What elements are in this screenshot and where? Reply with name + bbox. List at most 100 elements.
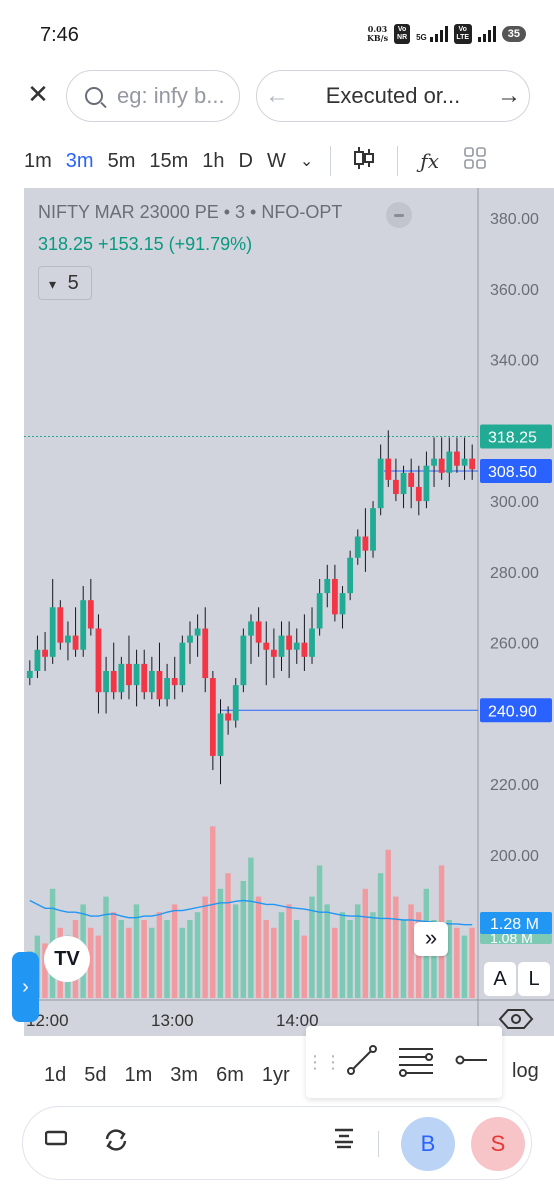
battery-icon: 35 bbox=[501, 26, 526, 42]
symbol-search[interactable] bbox=[66, 70, 240, 122]
arrow-right-icon[interactable]: → bbox=[497, 82, 521, 109]
volume-bar bbox=[271, 927, 277, 998]
drag-handle-icon[interactable]: ⋮⋮ bbox=[306, 1051, 342, 1072]
volume-ma-label-text: 1.28 M bbox=[490, 916, 539, 933]
interval-w[interactable]: W bbox=[267, 149, 286, 172]
volume-bar bbox=[454, 927, 460, 998]
volte-lte-chip-icon: Vo LTE bbox=[453, 24, 472, 44]
candle-body bbox=[438, 458, 445, 473]
close-icon[interactable]: ✕ bbox=[27, 79, 49, 109]
buy-button[interactable]: B bbox=[401, 1117, 455, 1171]
candle-body bbox=[347, 557, 354, 594]
candlestick-icon[interactable] bbox=[341, 145, 387, 177]
align-center-icon[interactable] bbox=[333, 1127, 355, 1155]
volume-bar bbox=[133, 904, 140, 998]
status-bar: 7:46 0.03 KB/s Vo NR 5G Vo LTE 35 bbox=[0, 0, 554, 70]
interval-15m[interactable]: 15m bbox=[149, 149, 189, 172]
trend-line-icon[interactable] bbox=[336, 1043, 388, 1082]
chart-area[interactable]: 380.00360.00340.00320.00300.00280.00260.… bbox=[24, 188, 554, 1036]
tradingview-logo: TV bbox=[44, 936, 90, 982]
status-time: 7:46 bbox=[40, 24, 79, 46]
candle-body bbox=[431, 458, 437, 466]
volume-bar bbox=[240, 881, 246, 998]
layout-icon[interactable] bbox=[451, 146, 499, 176]
candle-body bbox=[209, 678, 216, 756]
bottom-divider bbox=[378, 1131, 379, 1157]
candle-body bbox=[248, 621, 254, 636]
volume-bar bbox=[324, 904, 330, 998]
scroll-to-realtime-icon[interactable]: » bbox=[414, 922, 448, 956]
volume-bar bbox=[461, 935, 468, 998]
candle-body bbox=[202, 628, 209, 679]
interval-d[interactable]: D bbox=[238, 149, 253, 172]
price-label-box bbox=[480, 698, 552, 723]
collapse-legend-icon[interactable] bbox=[386, 202, 412, 228]
candle-body bbox=[72, 635, 79, 650]
auto-scale-button[interactable]: A bbox=[484, 962, 516, 996]
volume-bar bbox=[187, 920, 193, 998]
candle-body bbox=[461, 458, 468, 466]
y-tick-label: 300.00 bbox=[490, 494, 539, 511]
settings-icon bbox=[498, 1009, 534, 1029]
range-1m[interactable]: 1m bbox=[124, 1063, 153, 1086]
range-6m[interactable]: 6m bbox=[216, 1063, 244, 1086]
range-1yr[interactable]: 1yr bbox=[261, 1063, 290, 1086]
indicator-toggle[interactable]: ▾ 5 bbox=[38, 266, 92, 300]
range-bar: 1d 5d 1m 3m 6m 1yr bbox=[0, 1050, 554, 1100]
candle-body bbox=[34, 649, 41, 671]
volume-bar bbox=[393, 896, 399, 998]
executed-orders-label[interactable]: Executed or... bbox=[325, 83, 461, 108]
candle-body bbox=[95, 628, 102, 693]
candle-body bbox=[446, 451, 453, 473]
candle-body bbox=[286, 635, 293, 650]
volume-bar bbox=[202, 896, 208, 998]
search-input[interactable] bbox=[117, 83, 237, 109]
candle-body bbox=[385, 458, 392, 480]
volume-bar bbox=[179, 927, 185, 998]
candle-body bbox=[118, 663, 125, 693]
chevron-down-icon[interactable]: ⌄ bbox=[299, 153, 314, 170]
interval-1m[interactable]: 1m bbox=[24, 149, 52, 172]
candle-body bbox=[339, 593, 346, 615]
x-tick-label: 14:00 bbox=[276, 1011, 319, 1030]
chevron-down-icon: ▾ bbox=[49, 276, 57, 292]
side-panel-toggle-icon[interactable]: › bbox=[12, 952, 39, 1022]
range-3m[interactable]: 3m bbox=[170, 1063, 199, 1086]
horizontal-ray-icon[interactable] bbox=[444, 1052, 500, 1073]
candle-body bbox=[423, 465, 430, 502]
volume-bar bbox=[301, 935, 308, 998]
candle-body bbox=[415, 486, 422, 502]
fib-retracement-icon[interactable] bbox=[388, 1043, 444, 1082]
refresh-icon[interactable] bbox=[103, 1127, 129, 1159]
range-5d[interactable]: 5d bbox=[84, 1063, 107, 1086]
candle-body bbox=[408, 472, 415, 487]
interval-1h[interactable]: 1h bbox=[202, 149, 225, 172]
interval-5m[interactable]: 5m bbox=[107, 149, 136, 172]
indicators-icon[interactable]: ƒx bbox=[420, 149, 439, 173]
log-toggle[interactable]: log bbox=[512, 1060, 539, 1082]
candle-body bbox=[263, 642, 270, 650]
candle-body bbox=[332, 578, 338, 615]
volume-bar bbox=[88, 927, 94, 998]
interval-3m[interactable]: 3m bbox=[65, 149, 94, 172]
fullscreen-icon[interactable] bbox=[44, 1127, 68, 1155]
volume-bar bbox=[110, 912, 117, 998]
volume-bar bbox=[316, 865, 323, 998]
candle-body bbox=[293, 642, 300, 650]
candle-body bbox=[57, 607, 64, 643]
price-chart[interactable]: 380.00360.00340.00320.00300.00280.00260.… bbox=[24, 188, 554, 1036]
volume-bar bbox=[171, 904, 178, 998]
range-1d[interactable]: 1d bbox=[44, 1063, 67, 1086]
log-scale-button[interactable]: L bbox=[518, 962, 550, 996]
candle-body bbox=[454, 451, 460, 466]
arrow-left-icon[interactable]: ← bbox=[265, 82, 289, 109]
sell-button[interactable]: S bbox=[471, 1117, 525, 1171]
toolbar-divider bbox=[397, 146, 399, 176]
volume-bar bbox=[408, 904, 414, 998]
volume-bar bbox=[278, 912, 285, 998]
price-label-text: 308.50 bbox=[488, 464, 537, 481]
volume-bar bbox=[225, 873, 231, 998]
candle-body bbox=[164, 678, 170, 700]
candle-body bbox=[42, 649, 48, 657]
candle-body bbox=[393, 479, 399, 495]
